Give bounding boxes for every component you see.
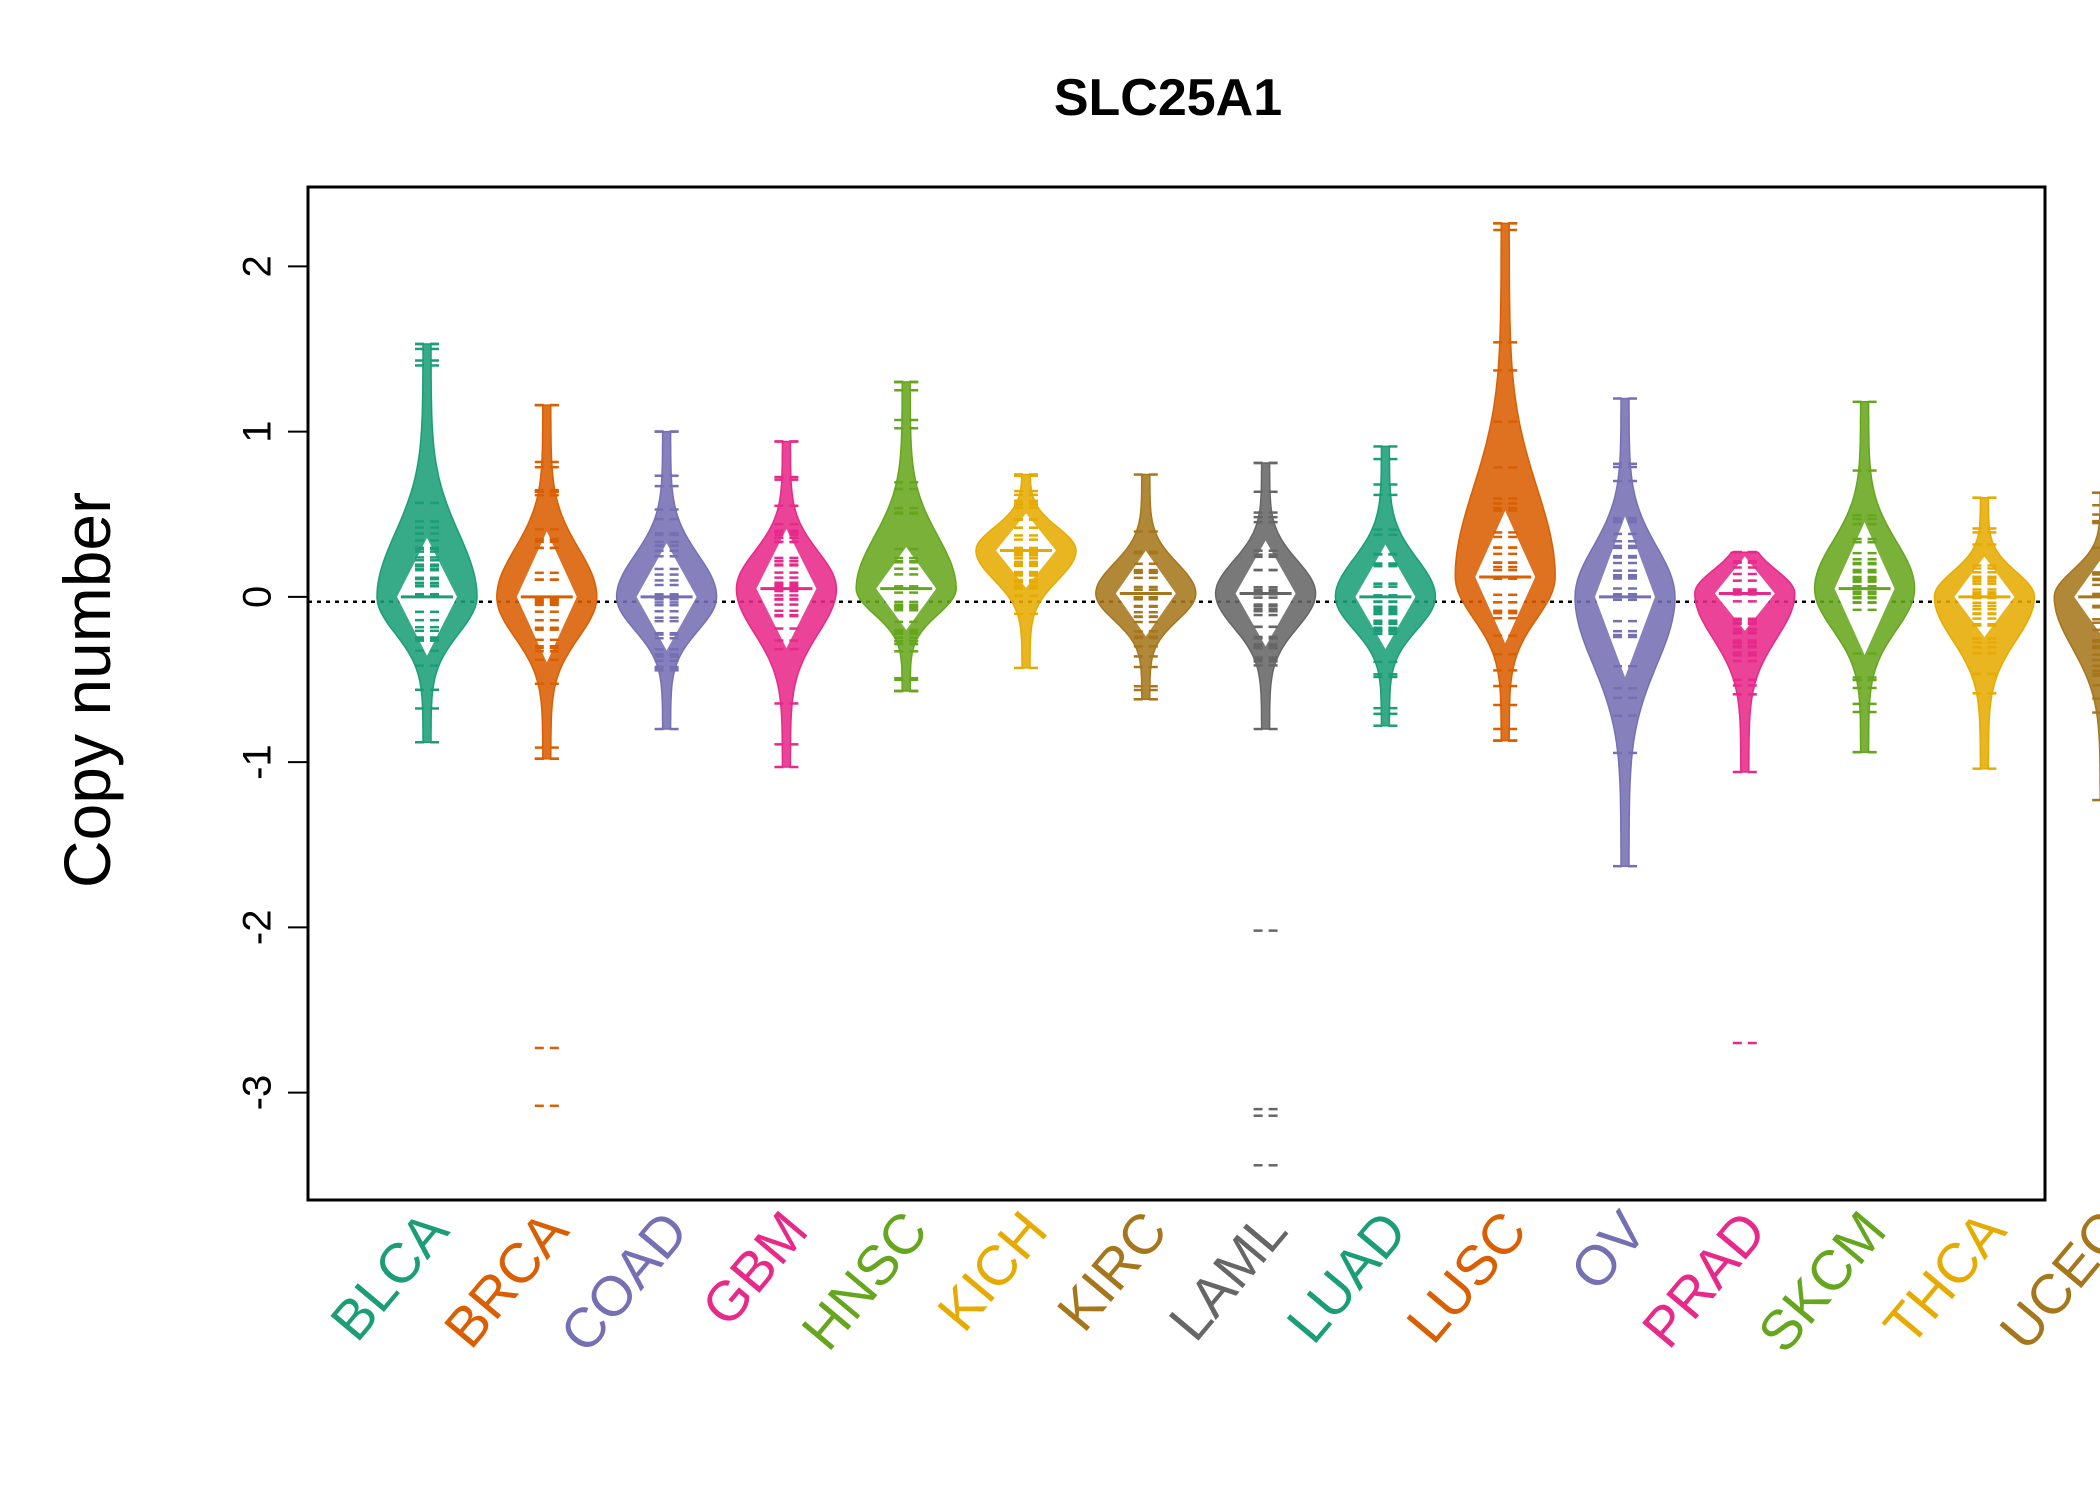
y-tick-label: -3 bbox=[236, 1075, 280, 1111]
category-label: SKCM bbox=[1746, 1199, 1898, 1363]
category-label: BRCA bbox=[432, 1199, 581, 1359]
y-tick-label: -2 bbox=[236, 910, 280, 946]
bean-luad bbox=[1334, 445, 1437, 727]
plot-frame bbox=[306, 185, 2047, 1202]
bean-blca bbox=[376, 342, 478, 744]
category-label: THCA bbox=[1871, 1199, 2018, 1357]
bean-kich bbox=[975, 473, 1077, 670]
y-tick-label: 0 bbox=[236, 586, 280, 608]
bean-brca bbox=[496, 403, 598, 1108]
bean-prad bbox=[1694, 550, 1796, 1045]
bean-kirc bbox=[1095, 473, 1197, 701]
category-label: KIRC bbox=[1045, 1199, 1179, 1342]
category-label: UCEC bbox=[1987, 1199, 2100, 1361]
plot-area bbox=[308, 222, 2100, 1167]
bean-thca bbox=[1933, 496, 2036, 770]
category-label: LUAD bbox=[1274, 1199, 1418, 1354]
category-label: KICH bbox=[925, 1199, 1059, 1342]
category-label: LUSC bbox=[1394, 1199, 1538, 1354]
category-label: BLCA bbox=[318, 1199, 461, 1352]
bean-gbm bbox=[735, 440, 838, 769]
y-tick-label: 2 bbox=[236, 255, 280, 277]
category-label: LAML bbox=[1156, 1199, 1298, 1352]
y-tick-label: -1 bbox=[236, 744, 280, 780]
category-label: PRAD bbox=[1630, 1199, 1778, 1359]
bean-lusc bbox=[1454, 222, 1556, 742]
bean-skcm bbox=[1813, 400, 1916, 754]
y-tick-label: 1 bbox=[236, 420, 280, 442]
category-label: HNSC bbox=[789, 1199, 939, 1361]
category-label: COAD bbox=[548, 1199, 700, 1363]
bean-ucec bbox=[2053, 491, 2100, 802]
bean-density-lusc bbox=[1454, 222, 1556, 742]
bean-laml bbox=[1214, 461, 1317, 1167]
bean-density-hnsc bbox=[855, 381, 957, 692]
bean-ov bbox=[1574, 397, 1676, 868]
y-axis-label: Copy number bbox=[50, 492, 124, 888]
category-label: OV bbox=[1558, 1199, 1659, 1302]
bean-density-ucec bbox=[2053, 491, 2100, 801]
y-axis: -3 -2 -1 0 1 2 bbox=[236, 255, 309, 1111]
bean-hnsc bbox=[855, 380, 957, 693]
chart-title: SLC25A1 bbox=[1054, 69, 1282, 127]
bean-density-prad bbox=[1694, 551, 1796, 773]
bean-coad bbox=[615, 430, 718, 731]
